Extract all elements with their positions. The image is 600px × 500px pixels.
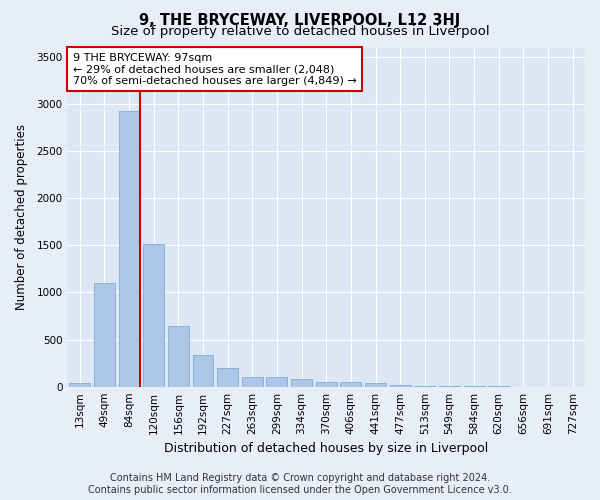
Text: Size of property relative to detached houses in Liverpool: Size of property relative to detached ho… xyxy=(110,25,490,38)
Bar xyxy=(94,283,115,387)
Bar xyxy=(217,368,238,386)
Text: 9 THE BRYCEWAY: 97sqm
← 29% of detached houses are smaller (2,048)
70% of semi-d: 9 THE BRYCEWAY: 97sqm ← 29% of detached … xyxy=(73,52,356,86)
Text: 9, THE BRYCEWAY, LIVERPOOL, L12 3HJ: 9, THE BRYCEWAY, LIVERPOOL, L12 3HJ xyxy=(139,12,461,28)
Bar xyxy=(193,355,214,386)
Bar xyxy=(266,378,287,386)
Bar xyxy=(69,383,90,386)
Bar xyxy=(143,244,164,386)
Bar xyxy=(168,326,189,386)
Bar xyxy=(242,378,263,386)
X-axis label: Distribution of detached houses by size in Liverpool: Distribution of detached houses by size … xyxy=(164,442,488,455)
Bar xyxy=(291,378,312,386)
Bar xyxy=(119,110,140,386)
Bar xyxy=(316,382,337,386)
Bar xyxy=(340,382,361,386)
Text: Contains HM Land Registry data © Crown copyright and database right 2024.
Contai: Contains HM Land Registry data © Crown c… xyxy=(88,474,512,495)
Bar xyxy=(365,383,386,386)
Y-axis label: Number of detached properties: Number of detached properties xyxy=(15,124,28,310)
